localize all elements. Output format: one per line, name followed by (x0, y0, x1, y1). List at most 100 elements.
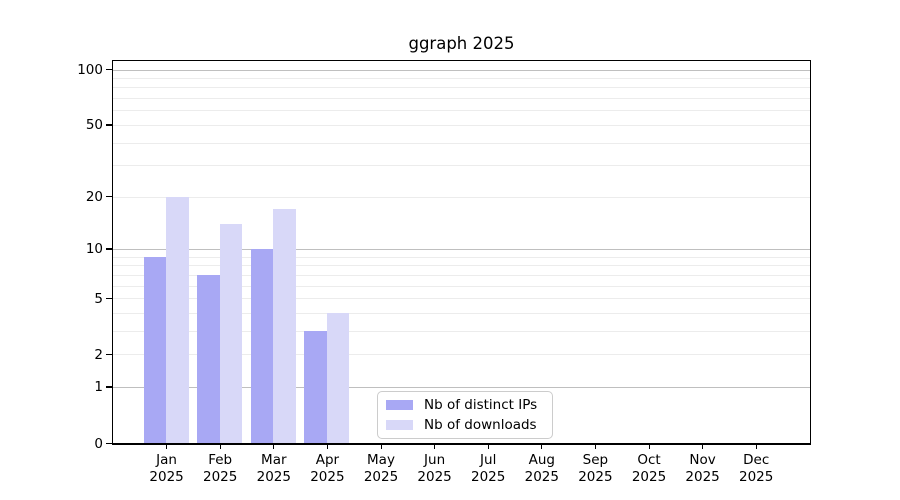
y-tick-mark-2 (106, 353, 113, 355)
x-tick-year: 2025 (310, 469, 345, 485)
x-tick-label-jun: Jun 2025 (417, 452, 451, 486)
y-gridline-minor-30 (113, 165, 810, 167)
y-gridline-minor-2 (113, 354, 810, 356)
bar-nb-of-downloads-mar (273, 209, 296, 443)
x-tick-label-oct: Oct 2025 (632, 452, 666, 486)
x-tick-month: Jun (424, 452, 446, 468)
x-tick-year: 2025 (417, 469, 452, 485)
chart-title: ggraph 2025 (408, 34, 515, 53)
x-tick-month: Nov (689, 452, 716, 468)
x-tick-mark-apr (326, 444, 329, 449)
x-tick-mark-mar (273, 444, 275, 449)
bar-nb-of-downloads-feb (219, 223, 243, 443)
y-tick-label-2: 2 (94, 346, 103, 363)
y-gridline-minor-3 (113, 330, 810, 332)
x-tick-year: 2025 (363, 469, 399, 485)
legend-item-nb-of-distinct-ips: Nb of distinct IPs (386, 397, 552, 414)
y-tick-mark-100 (106, 69, 113, 71)
y-gridline-minor-90 (113, 78, 810, 80)
x-tick-label-dec: Dec 2025 (739, 452, 773, 486)
x-tick-label-jan: Jan 2025 (149, 452, 183, 486)
y-gridline-major-10 (113, 248, 810, 250)
y-tick-mark-50 (106, 124, 113, 126)
y-gridline-minor-80 (113, 87, 810, 89)
x-tick-month: Aug (528, 452, 555, 468)
y-gridline-minor-8 (113, 265, 810, 267)
x-tick-year: 2025 (685, 469, 720, 485)
x-tick-label-sep: Sep 2025 (578, 452, 612, 486)
x-tick-month: Jul (480, 452, 497, 468)
x-tick-label-may: May 2025 (364, 452, 398, 486)
y-gridline-minor-50 (113, 124, 810, 126)
x-tick-year: 2025 (203, 469, 238, 485)
x-tick-month: Apr (315, 452, 340, 468)
x-tick-year: 2025 (578, 469, 613, 485)
y-tick-label-5: 5 (94, 290, 103, 307)
y-tick-label-1: 1 (94, 379, 103, 396)
y-gridline-minor-20 (113, 196, 810, 198)
x-tick-month: Feb (208, 452, 233, 468)
x-tick-month: May (367, 452, 395, 468)
bar-nb-of-downloads-apr (326, 312, 350, 443)
x-tick-year: 2025 (149, 469, 184, 485)
plot-area (112, 60, 811, 445)
y-tick-mark-10 (106, 248, 113, 250)
bar-nb-of-distinct-ips-feb (197, 274, 220, 443)
x-tick-label-aug: Aug 2025 (525, 452, 559, 486)
y-gridline-minor-40 (113, 142, 810, 144)
y-gridline-major-100 (113, 69, 810, 71)
x-tick-mark-feb (219, 444, 221, 449)
y-gridline-minor-7 (113, 274, 810, 276)
bar-nb-of-distinct-ips-mar (250, 249, 274, 443)
x-tick-mark-nov (702, 444, 704, 449)
legend: Nb of distinct IPs Nb of downloads (377, 391, 553, 439)
y-gridline-minor-60 (113, 110, 810, 112)
legend-label-nb-of-distinct-ips: Nb of distinct IPs (424, 397, 538, 413)
x-tick-mark-dec (755, 444, 757, 449)
x-tick-mark-oct (648, 444, 650, 449)
y-tick-label-0: 0 (94, 435, 103, 452)
x-tick-mark-may (380, 444, 382, 449)
x-tick-label-apr: Apr 2025 (310, 452, 344, 486)
y-tick-mark-5 (106, 297, 113, 299)
legend-swatch-nb-of-downloads (386, 420, 413, 430)
y-tick-mark-0 (106, 442, 113, 444)
x-tick-year: 2025 (739, 469, 774, 485)
x-tick-mark-jan (166, 444, 168, 449)
x-tick-month: Dec (743, 452, 770, 468)
x-tick-label-mar: Mar 2025 (257, 452, 291, 486)
x-tick-label-jul: Jul 2025 (471, 452, 505, 486)
x-tick-month: Sep (582, 452, 609, 468)
y-tick-label-50: 50 (85, 117, 103, 134)
y-gridline-minor-5 (113, 298, 810, 300)
legend-swatch-nb-of-distinct-ips (386, 400, 413, 410)
y-tick-label-10: 10 (85, 241, 103, 258)
x-tick-month: Oct (637, 452, 661, 468)
x-tick-month: Mar (261, 452, 287, 468)
x-tick-year: 2025 (471, 469, 506, 485)
y-gridline-minor-4 (113, 312, 810, 314)
y-tick-mark-20 (106, 196, 113, 198)
legend-label-nb-of-downloads: Nb of downloads (424, 417, 537, 433)
x-tick-mark-sep (594, 444, 597, 449)
y-gridline-major-1 (113, 386, 810, 388)
legend-item-nb-of-downloads: Nb of downloads (386, 417, 552, 434)
y-gridline-minor-70 (113, 98, 810, 100)
y-tick-mark-1 (106, 386, 113, 388)
bar-nb-of-downloads-jan (166, 196, 189, 443)
y-tick-label-20: 20 (85, 189, 103, 206)
x-tick-label-feb: Feb 2025 (203, 452, 237, 486)
y-gridline-minor-9 (113, 256, 810, 258)
x-tick-mark-aug (541, 444, 543, 449)
x-tick-label-nov: Nov 2025 (685, 452, 719, 486)
x-tick-year: 2025 (256, 469, 291, 485)
y-tick-label-100: 100 (77, 62, 103, 79)
x-tick-mark-jul (487, 444, 489, 449)
y-gridline-minor-6 (113, 285, 810, 287)
x-tick-year: 2025 (631, 469, 667, 485)
bar-nb-of-distinct-ips-jan (143, 256, 167, 443)
x-tick-year: 2025 (524, 469, 559, 485)
x-tick-mark-jun (434, 444, 436, 449)
bar-nb-of-distinct-ips-apr (304, 330, 327, 443)
